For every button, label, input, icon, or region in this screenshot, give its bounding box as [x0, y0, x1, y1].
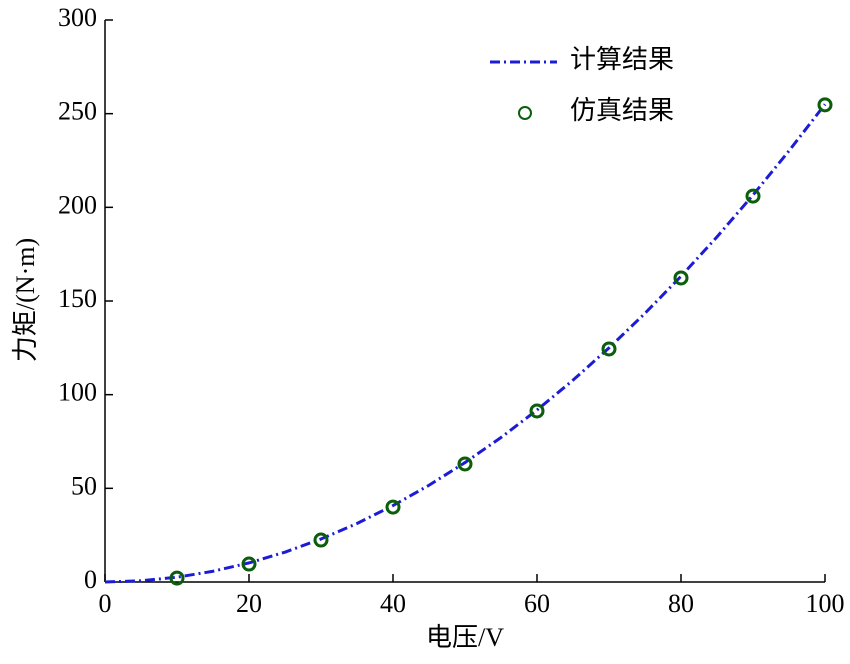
data-point — [817, 97, 833, 113]
y-tick-label: 200 — [58, 190, 97, 219]
data-point — [601, 341, 617, 357]
data-point — [745, 188, 761, 204]
data-point — [457, 456, 473, 472]
legend-marker — [518, 106, 532, 120]
data-point — [385, 499, 401, 515]
y-tick-label: 300 — [58, 3, 97, 32]
x-axis-label: 电压/V — [426, 623, 504, 652]
x-tick-label: 60 — [524, 589, 550, 618]
y-tick-label: 150 — [58, 284, 97, 313]
data-point — [169, 570, 185, 586]
data-point — [673, 270, 689, 286]
x-tick-label: 40 — [380, 589, 406, 618]
data-point — [529, 403, 545, 419]
data-line — [104, 103, 827, 584]
x-tick-label: 20 — [236, 589, 262, 618]
y-tick-label: 0 — [84, 565, 97, 594]
x-tick-label: 100 — [806, 589, 845, 618]
y-axis-label: 力矩/(N·m) — [11, 238, 40, 362]
x-tick-label: 0 — [99, 589, 112, 618]
y-tick-label: 100 — [58, 378, 97, 407]
data-point — [241, 556, 257, 572]
data-point — [313, 532, 329, 548]
x-tick-label: 80 — [668, 589, 694, 618]
y-tick-label: 250 — [58, 97, 97, 126]
legend-label: 计算结果 — [570, 45, 674, 74]
legend-label: 仿真结果 — [570, 96, 674, 125]
y-tick-label: 50 — [71, 471, 97, 500]
